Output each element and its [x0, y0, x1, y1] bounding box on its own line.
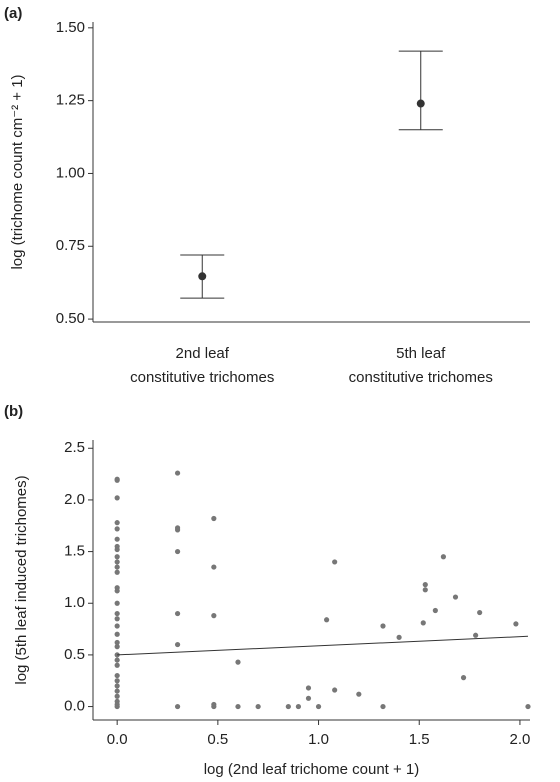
y-tick-label: 2.0: [64, 491, 85, 508]
point: [114, 683, 120, 689]
point: [174, 641, 181, 648]
point: [174, 527, 181, 533]
point: [114, 559, 120, 565]
y-axis-label: log (trichome count cm⁻² + 1): [9, 74, 26, 269]
point: [114, 616, 120, 622]
point: [235, 703, 241, 710]
point: [114, 536, 120, 542]
point: [432, 607, 438, 614]
point: [174, 470, 181, 476]
y-axis-label: log (5th leaf induced trichomes): [13, 475, 30, 684]
point: [114, 554, 120, 560]
point: [305, 685, 312, 691]
point: [315, 703, 322, 710]
point: [114, 610, 120, 617]
point: [114, 672, 120, 679]
point: [332, 687, 338, 693]
point: [525, 703, 531, 710]
point: [114, 693, 120, 699]
y-tick-label: 0.5: [64, 646, 85, 663]
point: [174, 610, 181, 617]
point: [114, 564, 120, 570]
panel-label: (a): [4, 5, 22, 22]
point: [513, 621, 519, 627]
point: [114, 657, 120, 663]
panel-label: (b): [4, 403, 23, 420]
point: [114, 520, 120, 526]
point: [114, 477, 120, 483]
point: [396, 634, 402, 640]
point: [235, 659, 241, 665]
point: [332, 559, 338, 565]
point: [460, 675, 467, 681]
y-tick-label: 1.00: [56, 164, 85, 181]
y-tick-label: 1.5: [64, 543, 85, 560]
point: [114, 600, 120, 606]
y-tick-label: 1.0: [64, 594, 85, 611]
point: [114, 703, 120, 710]
y-tick-label: 0.75: [56, 237, 85, 254]
point: [114, 495, 120, 501]
y-tick-label: 0.50: [56, 310, 85, 327]
point: [114, 546, 120, 553]
point: [305, 695, 312, 701]
x-tick-label: 2nd leaf: [176, 345, 230, 362]
point: [114, 569, 120, 575]
point: [114, 623, 120, 629]
x-tick-label: constitutive trichomes: [349, 369, 493, 386]
point: [211, 515, 217, 522]
point: [114, 526, 120, 532]
point: [356, 691, 362, 697]
point: [174, 548, 181, 555]
y-tick-label: 0.0: [64, 698, 85, 715]
point: [440, 554, 447, 560]
point: [255, 703, 261, 710]
point: [285, 703, 291, 710]
point: [477, 609, 483, 616]
point: [114, 662, 120, 668]
x-tick-label: 0.0: [107, 731, 128, 748]
point: [422, 587, 428, 593]
point: [114, 688, 120, 694]
point: [114, 644, 120, 650]
point: [420, 620, 426, 626]
x-tick-label: 1.0: [308, 731, 329, 748]
mean-point: [198, 272, 207, 281]
point: [452, 594, 459, 600]
point: [324, 617, 330, 623]
x-tick-label: 5th leaf: [396, 345, 446, 362]
point: [295, 703, 302, 710]
y-tick-label: 1.25: [56, 92, 85, 109]
point: [422, 582, 428, 588]
mean-point: [416, 99, 425, 108]
x-axis-label: log (2nd leaf trichome count + 1): [204, 761, 420, 778]
x-tick-label: 1.5: [409, 731, 430, 748]
x-tick-label: constitutive trichomes: [130, 369, 274, 386]
point: [114, 631, 120, 637]
x-tick-label: 0.5: [207, 731, 228, 748]
trend-line: [117, 635, 529, 656]
point: [114, 652, 120, 658]
point: [380, 703, 386, 710]
y-tick-label: 2.5: [64, 439, 85, 456]
point: [114, 678, 120, 684]
y-tick-label: 1.50: [56, 19, 85, 36]
point: [114, 639, 120, 646]
point: [380, 623, 386, 629]
point: [211, 703, 217, 710]
point: [211, 564, 217, 570]
point: [174, 703, 181, 710]
point: [211, 613, 217, 619]
point: [114, 588, 120, 594]
point: [473, 632, 479, 638]
x-tick-label: 2.0: [510, 731, 531, 748]
